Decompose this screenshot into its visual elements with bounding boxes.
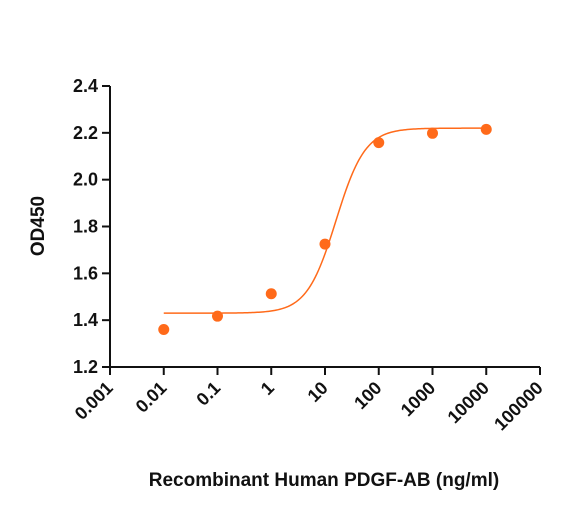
x-tick-label: 1000 (397, 378, 439, 420)
data-point (212, 310, 223, 322)
y-tick-label: 1.4 (73, 310, 98, 330)
data-point (480, 123, 492, 135)
y-tick-label: 2.4 (73, 76, 98, 96)
x-tick-label: 10000 (444, 378, 494, 428)
y-tick-label: 2.2 (73, 123, 98, 143)
x-tick-label: 0.1 (192, 378, 224, 410)
y-tick-label: 1.6 (73, 263, 98, 283)
y-axis-title: OD450 (28, 196, 49, 256)
data-point (427, 127, 438, 139)
x-tick-label: 0.001 (71, 378, 117, 424)
y-tick-label: 1.2 (73, 357, 98, 377)
fit-curve (163, 127, 487, 314)
x-tick-label: 1 (257, 378, 278, 399)
x-tick-label: 0.01 (132, 378, 171, 417)
data-point (265, 288, 277, 300)
data-points (158, 123, 492, 336)
y-axis-ticks: 1.2 1.4 1.6 1.8 2.0 2.2 2.4 (73, 76, 110, 377)
data-point (158, 324, 170, 336)
data-point (319, 238, 331, 250)
data-point (373, 137, 385, 149)
x-tick-label: 100 (350, 378, 385, 413)
fit-curve-group (163, 127, 487, 314)
x-tick-label: 10 (304, 378, 332, 406)
x-tick-label: 100000 (490, 378, 547, 435)
y-tick-label: 1.8 (73, 217, 98, 237)
y-tick-label: 2.0 (73, 170, 98, 190)
x-axis-title: Recombinant Human PDGF-AB (ng/ml) (149, 470, 499, 491)
